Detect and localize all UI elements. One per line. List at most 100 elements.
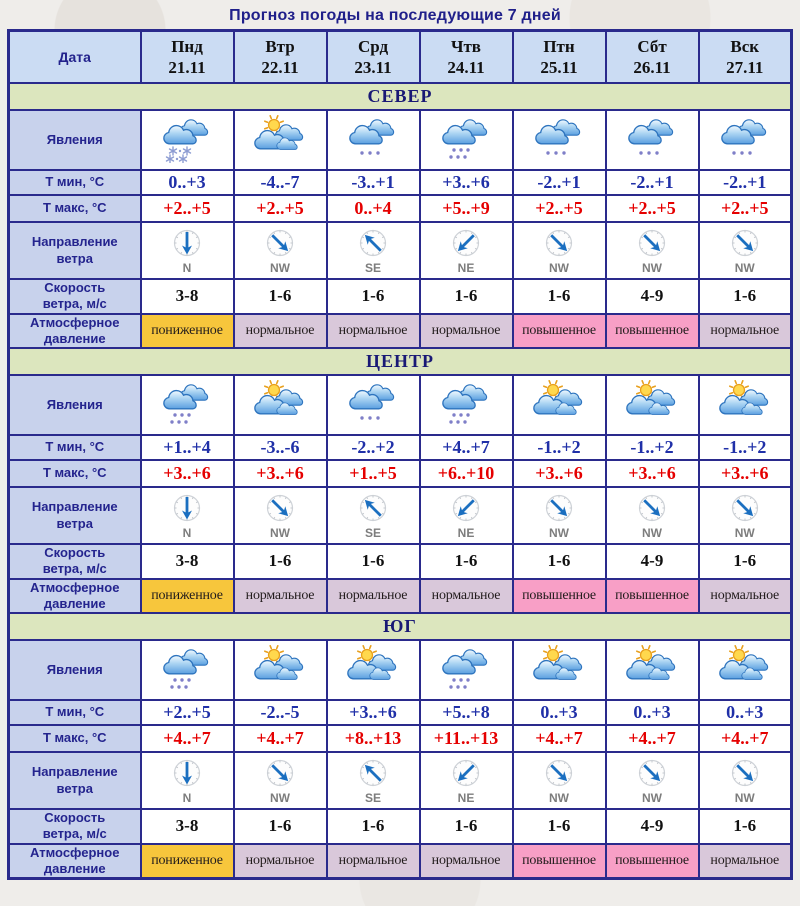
table-row: Атмосферное давление пониженное нормальное н…	[7, 312, 793, 349]
tmax-cell: +4..+7	[697, 724, 793, 753]
date-value: 27.11	[726, 58, 764, 77]
tmax-cell: 0..+4	[325, 194, 421, 223]
tmax-cell: +3..+6	[697, 459, 793, 488]
day-column-header: Вск 27.11	[697, 29, 793, 84]
wind-speed-cell: 1-6	[325, 808, 421, 845]
sun-clouds-weather-icon	[621, 378, 683, 428]
row-label-wind-speed: Скорость ветра, м/с	[7, 278, 142, 315]
wind-speed-cell: 3-8	[139, 808, 235, 845]
weekday-label: Пнд	[171, 36, 203, 56]
day-column-header: Птн 25.11	[511, 29, 607, 84]
phenomena-cell	[418, 109, 514, 171]
section-band: ЮГ	[7, 612, 793, 641]
wind-direction-cell: NW	[604, 221, 700, 280]
tmax-cell: +8..+13	[325, 724, 421, 753]
wind-direction-cell: N	[139, 486, 235, 545]
wind-direction-label: NE	[457, 261, 475, 275]
table-row: Направление ветра N NW SE NE NW NW NW	[7, 486, 793, 545]
drizzle-weather-icon	[528, 113, 590, 163]
wind-speed-cell: 1-6	[697, 543, 793, 580]
forecast-table: Дата Пнд 21.11 Втр 22.11 Срд 23.11 Чтв 24.11 Птн 2…	[7, 29, 793, 880]
drizzle-weather-icon	[342, 378, 404, 428]
compass-icon	[356, 492, 390, 524]
date-value: 26.11	[633, 58, 671, 77]
pressure-cell: повышенное	[511, 842, 607, 880]
row-label-tmin: Т мин, °С	[7, 699, 142, 726]
sun-clouds-weather-icon	[714, 643, 776, 693]
tmin-cell: -1..+2	[697, 434, 793, 461]
wind-direction-label: N	[182, 791, 192, 805]
date-value: 22.11	[261, 58, 299, 77]
table-row: Т мин, °С +2..+5 -2..-5 +3..+6 +5..+8 0..+3 0.…	[7, 699, 793, 726]
compass-icon	[728, 227, 762, 259]
wind-speed-cell: 1-6	[697, 808, 793, 845]
pressure-cell: нормальное	[325, 312, 421, 349]
row-label-tmax: Т макс, °С	[7, 724, 142, 753]
date-value: 25.11	[540, 58, 578, 77]
pressure-cell: пониженное	[139, 842, 235, 880]
wind-direction-cell: NW	[697, 486, 793, 545]
tmin-cell: +3..+6	[418, 169, 514, 196]
compass-icon	[449, 492, 483, 524]
compass-icon	[263, 227, 297, 259]
table-row: Скорость ветра, м/с 3-8 1-6 1-6 1-6 1-6 4-9 1-6	[7, 808, 793, 845]
wind-direction-cell: NW	[511, 751, 607, 810]
wind-speed-cell: 1-6	[325, 278, 421, 315]
date-label: Дата	[58, 49, 91, 65]
sun-clouds-weather-icon	[342, 643, 404, 693]
pressure-cell: нормальное	[697, 842, 793, 880]
rain-weather-icon	[156, 378, 218, 428]
tmin-cell: -2..+1	[697, 169, 793, 196]
wind-speed-cell: 1-6	[232, 543, 328, 580]
phenomena-cell	[697, 109, 793, 171]
section-band: ЦЕНТР	[7, 347, 793, 376]
rain-weather-icon	[435, 643, 497, 693]
phenomena-cell	[511, 109, 607, 171]
tmin-cell: +5..+8	[418, 699, 514, 726]
table-body: СЕВЕР Явления Т мин, °С 0..+3 -4..-7 -3..+1 +3…	[7, 82, 793, 880]
pressure-cell: нормальное	[232, 842, 328, 880]
table-row: Т мин, °С 0..+3 -4..-7 -3..+1 +3..+6 -2..+1 -2…	[7, 169, 793, 196]
phenomena-cell	[139, 109, 235, 171]
wind-direction-cell: NW	[511, 486, 607, 545]
tmin-cell: +1..+4	[139, 434, 235, 461]
date-value: 21.11	[168, 58, 206, 77]
pressure-cell: повышенное	[604, 842, 700, 880]
table-header: Дата Пнд 21.11 Втр 22.11 Срд 23.11 Чтв 24.11 Птн 2…	[7, 29, 793, 84]
page-title: Прогноз погоды на последующие 7 дней	[229, 7, 561, 24]
table-row: Т макс, °С +2..+5 +2..+5 0..+4 +5..+9 +2..+5 +…	[7, 194, 793, 223]
compass-icon	[635, 492, 669, 524]
compass-icon	[542, 227, 576, 259]
date-column-header: Дата	[7, 29, 142, 84]
table-row: Скорость ветра, м/с 3-8 1-6 1-6 1-6 1-6 4-9 1-6	[7, 543, 793, 580]
row-label-tmax: Т макс, °С	[7, 194, 142, 223]
day-column-header: Сбт 26.11	[604, 29, 700, 84]
compass-icon	[449, 757, 483, 789]
tmax-cell: +4..+7	[232, 724, 328, 753]
phenomena-cell	[511, 374, 607, 436]
pressure-cell: нормальное	[325, 577, 421, 614]
wind-direction-label: NW	[734, 791, 755, 805]
wind-direction-label: NW	[734, 261, 755, 275]
compass-icon	[170, 227, 204, 259]
compass-icon	[635, 227, 669, 259]
tmax-cell: +2..+5	[139, 194, 235, 223]
table-row: СЕВЕР	[7, 82, 793, 111]
wind-direction-cell: NE	[418, 486, 514, 545]
wind-direction-cell: NW	[604, 486, 700, 545]
day-column-header: Пнд 21.11	[139, 29, 235, 84]
table-row: Т мин, °С +1..+4 -3..-6 -2..+2 +4..+7 -1..+2-…	[7, 434, 793, 461]
tmax-cell: +4..+7	[139, 724, 235, 753]
drizzle-weather-icon	[342, 113, 404, 163]
tmax-cell: +3..+6	[511, 459, 607, 488]
phenomena-cell	[418, 639, 514, 701]
wind-direction-cell: SE	[325, 486, 421, 545]
snow-weather-icon	[156, 113, 218, 164]
row-label-phenomena: Явления	[7, 109, 142, 171]
day-column-header: Срд 23.11	[325, 29, 421, 84]
compass-icon	[542, 757, 576, 789]
wind-direction-cell: NW	[697, 751, 793, 810]
wind-direction-cell: SE	[325, 751, 421, 810]
wind-speed-cell: 3-8	[139, 278, 235, 315]
compass-icon	[728, 492, 762, 524]
